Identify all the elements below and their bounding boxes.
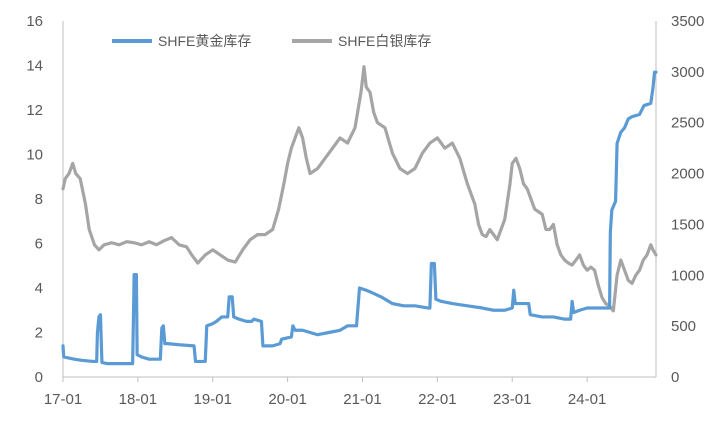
right-y-ticks: 0 500 1000 1500 2000 2500 3000 3500 xyxy=(671,13,704,386)
right-y-tick-label: 1000 xyxy=(671,267,704,284)
x-tick-label: 24-01 xyxy=(568,391,606,408)
left-y-tick-label: 8 xyxy=(35,191,43,208)
right-y-tick-label: 2500 xyxy=(671,115,704,132)
x-tick-label: 18-01 xyxy=(119,391,157,408)
right-y-tick-label: 0 xyxy=(671,369,679,386)
series-layer xyxy=(61,65,658,366)
left-y-tick-label: 6 xyxy=(35,236,43,253)
right-y-tick-label: 2000 xyxy=(671,166,704,183)
x-tick-label: 20-01 xyxy=(268,391,306,408)
right-y-tick-label: 500 xyxy=(671,318,696,335)
x-ticks: 17-01 18-01 19-01 20-01 21-01 22-01 23-01 24-01 xyxy=(44,377,606,408)
right-y-tick-label: 3000 xyxy=(671,64,704,81)
left-y-tick-label: 2 xyxy=(35,325,43,342)
legend-silver-label: SHFE白银库存 xyxy=(338,33,431,49)
left-y-tick-label: 16 xyxy=(26,13,43,30)
legend-gold-label: SHFE黄金库存 xyxy=(158,33,251,49)
x-tick-label: 23-01 xyxy=(493,391,531,408)
x-tick-label: 22-01 xyxy=(418,391,456,408)
left-y-tick-label: 10 xyxy=(26,147,43,164)
right-y-tick-label: 1500 xyxy=(671,216,704,233)
left-y-tick-label: 4 xyxy=(35,280,43,297)
legend: SHFE黄金库存 SHFE白银库存 xyxy=(112,33,431,49)
gold-inventory-line xyxy=(61,70,658,366)
x-tick-label: 21-01 xyxy=(343,391,381,408)
x-tick-label: 19-01 xyxy=(194,391,232,408)
axes-layer xyxy=(62,21,657,378)
silver-inventory-line xyxy=(61,65,658,313)
left-y-tick-label: 14 xyxy=(26,58,43,75)
right-y-tick-label: 3500 xyxy=(671,13,704,30)
x-tick-label: 17-01 xyxy=(44,391,82,408)
left-y-tick-label: 12 xyxy=(26,102,43,119)
left-y-ticks: 0 2 4 6 8 10 12 14 16 xyxy=(26,13,43,386)
left-y-tick-label: 0 xyxy=(35,369,43,386)
